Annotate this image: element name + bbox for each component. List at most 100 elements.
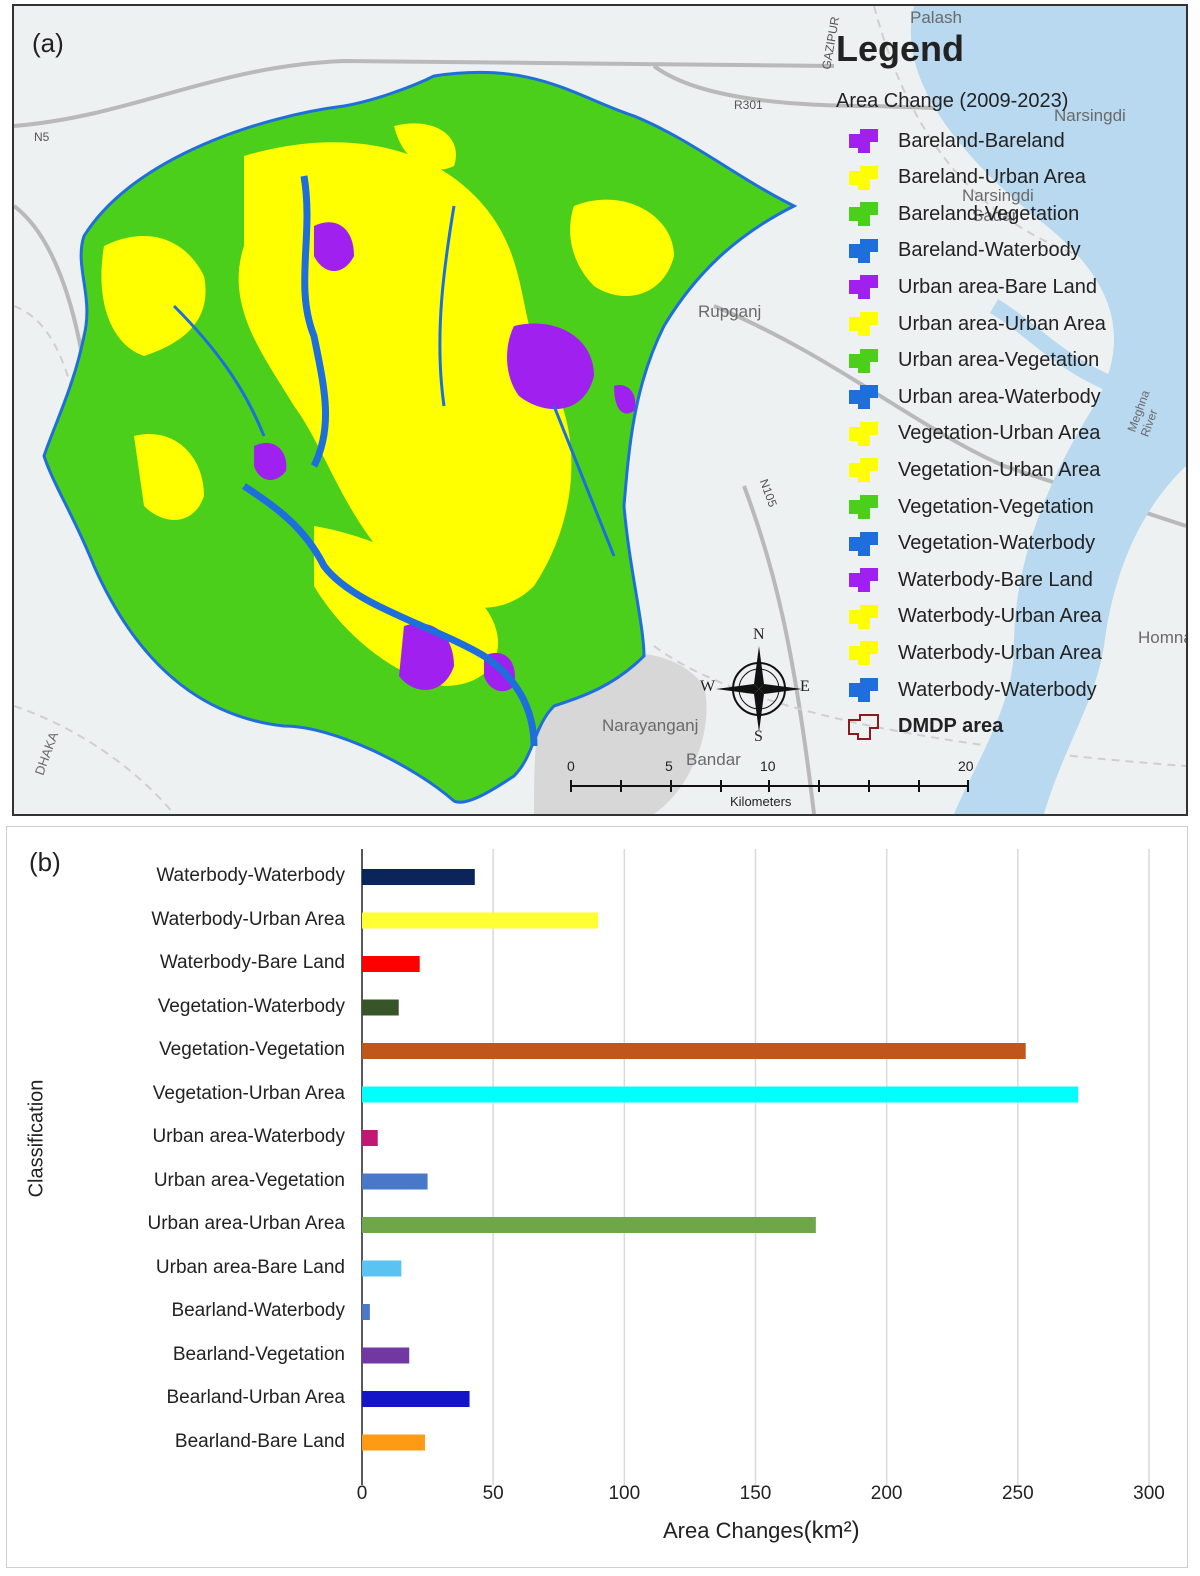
legend-item: Urban area-Vegetation — [846, 346, 1099, 376]
category-label: Bearland-Bare Land — [174, 1430, 345, 1452]
legend-swatch-icon — [849, 421, 878, 446]
legend-swatch-icon — [849, 165, 878, 190]
legend-item-label: Waterbody-Bare Land — [898, 568, 1093, 591]
legend-item-label: Bareland-Bareland — [898, 129, 1065, 152]
legend-item: Waterbody-Urban Area — [846, 638, 1102, 668]
scale-tick: 20 — [958, 758, 974, 774]
place-label: Sadar — [972, 206, 1018, 225]
category-label: Waterbody-Urban Area — [151, 908, 345, 930]
chart-panel: (b) Waterbody-Waterbody Waterbody-Urban A… — [6, 826, 1188, 1568]
legend-swatch-icon — [849, 312, 878, 336]
legend-item: Urban area-Urban Area — [846, 309, 1106, 339]
bar — [362, 1304, 370, 1320]
category-label: Urban area-Vegetation — [153, 1169, 345, 1191]
compass-rose-icon — [716, 646, 802, 732]
bar — [362, 869, 475, 885]
legend-item-label: Vegetation-Urban Area — [898, 422, 1101, 445]
legend-item-label: Waterbody-Urban Area — [898, 605, 1102, 628]
category-label: Waterbody-Bare Land — [159, 952, 345, 973]
scale-tick: 0 — [567, 758, 575, 774]
place-label: Rupganj — [698, 302, 762, 321]
bar — [362, 1173, 428, 1190]
x-tick-label: 100 — [608, 1483, 641, 1504]
x-axis-title: Area Changes(km²) — [663, 1517, 860, 1545]
bar — [362, 1347, 410, 1364]
legend-item-label: Vegetation-Urban Area — [898, 458, 1101, 481]
bar — [362, 912, 599, 929]
category-label: Vegetation-Urban Area — [152, 1082, 345, 1104]
legend-item-label: Urban area-Waterbody — [898, 385, 1101, 408]
compass-n: N — [753, 626, 765, 643]
category-label: Vegetation-Waterbody — [157, 995, 345, 1017]
compass-e: E — [800, 678, 810, 695]
category-label: Vegetation-Vegetation — [159, 1039, 345, 1060]
place-label: Narsingdi — [1054, 106, 1126, 125]
legend-item-label: Urban area-Bare Land — [898, 275, 1098, 298]
legend-item-label: Waterbody-Waterbody — [898, 678, 1097, 701]
place-label: Bandar — [686, 750, 741, 769]
legend-swatch-icon — [849, 275, 878, 300]
legend-swatch-icon — [849, 348, 878, 373]
scale-bar — [570, 780, 969, 792]
panel-label: (a) — [32, 28, 64, 58]
legend-item-label: Vegetation-Vegetation — [898, 495, 1094, 518]
bar — [362, 1434, 425, 1451]
legend-item-boundary: DMDP area — [846, 712, 1003, 742]
legend-swatch-icon — [849, 129, 878, 153]
legend-item: Bareland-Bareland — [846, 126, 1065, 156]
category-label: Waterbody-Waterbody — [156, 865, 345, 886]
legend-swatch-icon — [849, 458, 878, 483]
road-label: R301 — [734, 98, 763, 112]
bar — [362, 1260, 402, 1277]
legend-swatch-icon — [849, 568, 878, 593]
scale-unit: Kilometers — [730, 794, 792, 809]
road-label: N5 — [34, 130, 50, 144]
bar — [362, 1217, 816, 1233]
scale-tick: 5 — [665, 758, 673, 774]
legend-swatch-icon — [849, 641, 878, 666]
legend-item-label: Vegetation-Waterbody — [898, 532, 1096, 555]
bar-chart — [361, 849, 1150, 1485]
legend-item: Waterbody-Urban Area — [846, 602, 1102, 632]
legend-swatch-icon — [849, 604, 878, 629]
x-tick-label: 0 — [356, 1483, 368, 1504]
legend-item-label: Bareland-Vegetation — [898, 202, 1080, 225]
compass-w: W — [700, 678, 716, 695]
x-tick-label: 150 — [739, 1483, 772, 1504]
legend-item: Waterbody-Waterbody — [846, 675, 1097, 705]
legend-item-label: Urban area-Vegetation — [898, 349, 1100, 372]
legend-swatch-icon — [849, 531, 878, 556]
legend-item-label: Urban area-Urban Area — [898, 312, 1106, 335]
category-label: Urban area-Waterbody — [152, 1126, 345, 1147]
bar — [362, 956, 420, 972]
category-label: Bearland-Urban Area — [166, 1387, 346, 1408]
x-tick-label: 250 — [1001, 1483, 1034, 1504]
x-tick-label: 300 — [1133, 1483, 1165, 1504]
basemap — [14, 6, 1186, 814]
legend-item-label: Bareland-Urban Area — [898, 166, 1086, 189]
x-tick-label: 50 — [482, 1483, 504, 1504]
legend-item-label: Waterbody-Urban Area — [898, 641, 1102, 664]
legend-item: Urban area-Bare Land — [846, 272, 1097, 302]
bar — [362, 1086, 1079, 1103]
legend-item: Bareland-Vegetation — [846, 199, 1079, 229]
place-label: Narsingdi — [962, 186, 1034, 205]
legend-swatch-icon — [849, 678, 878, 702]
bar — [362, 999, 399, 1016]
legend-item-label: Bareland-Waterbody — [898, 239, 1081, 262]
place-label: Narayanganj — [602, 716, 699, 735]
bar — [362, 1043, 1026, 1059]
category-label: Bearland-Vegetation — [172, 1343, 345, 1365]
legend-item: Vegetation-Waterbody — [846, 529, 1095, 559]
x-axis-unit: (km²) — [803, 1517, 860, 1544]
legend-item: Waterbody-Bare Land — [846, 565, 1093, 595]
bar — [362, 1391, 470, 1407]
legend-item: Vegetation-Urban Area — [846, 455, 1100, 485]
place-label: Homna — [1138, 628, 1188, 647]
map-panel: Palash Narsingdi Narsingdi Sadar Rupganj… — [12, 4, 1188, 816]
compass-s: S — [754, 728, 763, 745]
place-label: Palash — [910, 8, 962, 27]
x-axis-title-text: Area Changes — [663, 1518, 804, 1543]
legend-item: Bareland-Urban Area — [846, 163, 1086, 193]
legend-item: Urban area-Waterbody — [846, 382, 1101, 412]
